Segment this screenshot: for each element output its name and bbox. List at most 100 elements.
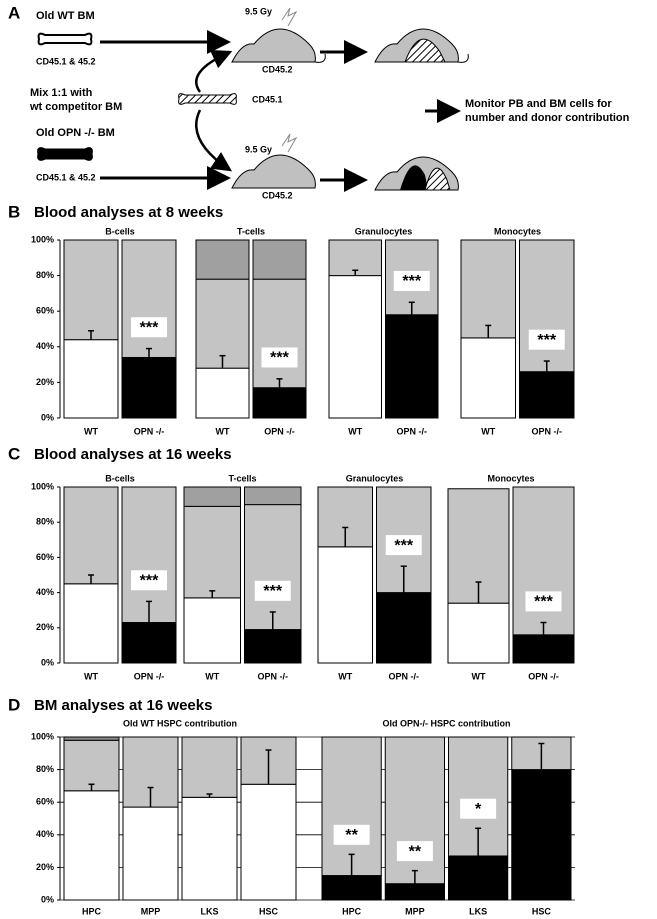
x-tick-label: WT	[481, 426, 495, 436]
bar-segment	[195, 278, 250, 369]
annotation-box	[528, 329, 565, 350]
group-title: Old OPN-/- HSPC contribution	[383, 718, 511, 728]
x-tick-label: WT	[472, 671, 486, 681]
bar-segment	[384, 883, 445, 901]
x-tick-label: WT	[338, 671, 352, 681]
x-tick-label: MPP	[405, 906, 425, 916]
bar-segment	[63, 486, 119, 585]
annotation: ***	[270, 350, 289, 367]
group-title: Granulocytes	[355, 226, 413, 236]
bar-segment	[183, 486, 241, 507]
annotation-box	[525, 591, 562, 612]
y-tick-label: 20%	[36, 377, 54, 387]
tail	[457, 53, 469, 63]
bar-segment	[385, 314, 439, 419]
bar-segment	[122, 806, 179, 901]
panel-label: B	[8, 202, 20, 221]
y-tick-label: 60%	[36, 797, 54, 807]
bar-segment	[183, 597, 241, 664]
label: Old OPN -/- BM	[36, 127, 115, 139]
group-title: Monocytes	[487, 473, 534, 483]
chimera	[404, 38, 446, 63]
bar-segment	[121, 622, 177, 664]
x-tick-label: HSC	[532, 906, 552, 916]
x-tick-label: OPN -/-	[134, 671, 165, 681]
bar-segment	[244, 629, 302, 664]
x-tick-label: HSC	[259, 906, 279, 916]
label: 9.5 Gy	[245, 6, 272, 16]
irradiation	[281, 133, 298, 153]
bar-segment	[519, 239, 575, 373]
bar-segment	[512, 634, 575, 664]
bar-segment	[121, 486, 177, 624]
x-tick-label: OPN -/-	[134, 426, 165, 436]
bone	[37, 147, 93, 161]
bar-segment	[63, 239, 119, 341]
panel-label: A	[8, 3, 20, 22]
x-tick-label: WT	[216, 426, 230, 436]
y-tick-label: 60%	[36, 306, 54, 316]
arrow	[195, 109, 233, 172]
bar-segment	[519, 371, 575, 419]
x-tick-label: OPN -/-	[264, 426, 295, 436]
chimera	[400, 165, 428, 190]
y-tick-label: 100%	[31, 481, 54, 491]
annotation-box	[333, 824, 370, 845]
bar-segment	[252, 239, 307, 280]
annotation-box	[261, 347, 298, 368]
mouse	[231, 28, 316, 63]
bar-segment	[121, 239, 177, 358]
label: number and donor contribution	[465, 112, 630, 124]
annotation: ***	[402, 273, 421, 290]
y-tick-label: 80%	[36, 517, 54, 527]
bar-segment	[252, 278, 307, 389]
x-tick-label: HPC	[342, 906, 362, 916]
group-title: Monocytes	[494, 226, 541, 236]
bar-segment	[121, 356, 177, 419]
bar-segment	[460, 239, 516, 339]
bar-segment	[384, 736, 445, 885]
bar-segment	[181, 796, 238, 901]
y-tick-label: 80%	[36, 764, 54, 774]
y-tick-label: 100%	[31, 731, 54, 741]
bar-segment	[252, 387, 307, 419]
y-tick-label: 20%	[36, 862, 54, 872]
irradiation	[281, 7, 298, 27]
x-tick-label: WT	[84, 671, 98, 681]
y-tick-label: 0%	[41, 412, 54, 422]
y-tick-label: 0%	[41, 657, 54, 667]
x-tick-label: WT	[205, 671, 219, 681]
bar-segment	[460, 337, 516, 419]
annotation-box	[460, 798, 497, 819]
bar-segment	[183, 505, 241, 599]
tail	[314, 53, 326, 63]
panel-label: C	[8, 444, 20, 463]
bar-segment	[244, 504, 302, 631]
label: CD45.1 & 45.2	[36, 172, 96, 182]
bar-segment	[447, 602, 510, 664]
bar-segment	[321, 736, 382, 877]
y-tick-label: 40%	[36, 829, 54, 839]
group-title: B-cells	[105, 226, 135, 236]
bar-segment	[244, 486, 302, 506]
group-title: B-cells	[105, 473, 135, 483]
y-tick-label: 80%	[36, 270, 54, 280]
bar-segment	[240, 783, 297, 901]
annotation: ***	[140, 572, 159, 589]
bar-segment	[328, 275, 382, 419]
annotation: **	[345, 827, 358, 844]
annotation: ***	[140, 319, 159, 336]
label: Mix 1:1 with	[30, 87, 93, 99]
y-tick-label: 0%	[41, 894, 54, 904]
annotation: ***	[263, 583, 282, 600]
chart-title: Blood analyses at 8 weeks	[34, 204, 223, 221]
bar-segment	[63, 736, 120, 741]
annotation: ***	[394, 537, 413, 554]
bar-segment	[376, 592, 432, 664]
bar-segment	[512, 486, 575, 636]
y-tick-label: 40%	[36, 587, 54, 597]
x-tick-label: WT	[84, 426, 98, 436]
label: Old WT BM	[36, 10, 95, 22]
bar-segment	[63, 790, 120, 901]
